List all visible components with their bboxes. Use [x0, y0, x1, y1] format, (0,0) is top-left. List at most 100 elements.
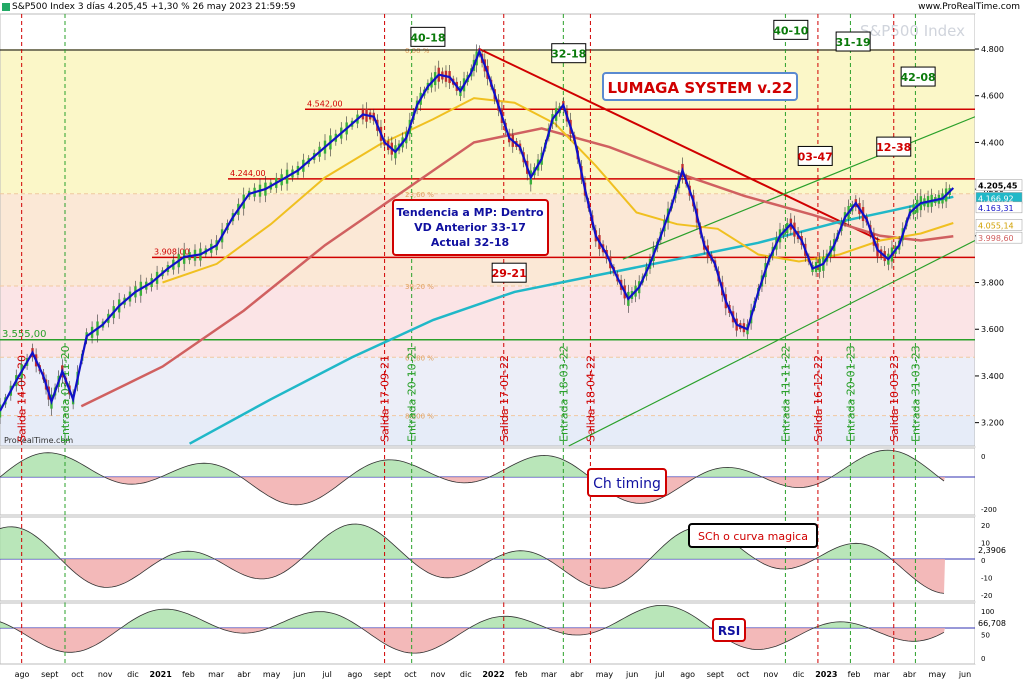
- subpanel-tick: -200: [981, 506, 997, 514]
- cycle-box-2: [773, 19, 809, 40]
- subpanel-tick: 10: [981, 540, 990, 548]
- chart-icon: [2, 2, 10, 11]
- cycle-box-7: [491, 262, 527, 283]
- trend-lines: [478, 48, 976, 447]
- x-tick-label: abr: [237, 670, 251, 679]
- x-tick-label: nov: [431, 670, 446, 679]
- ch-timing-label: Ch timing: [593, 476, 661, 492]
- marker-label-2: Salida 17-09-21: [379, 355, 392, 442]
- level-label-0: 4.542,00: [307, 99, 343, 108]
- ch-timing-box: [587, 468, 667, 497]
- x-tick-label: 2022: [482, 670, 504, 679]
- x-tick-label: dic: [793, 670, 805, 679]
- price-series: [0, 44, 955, 424]
- cycle-label-0: 40-18: [410, 31, 445, 44]
- ma-red-line: [80, 127, 954, 408]
- x-tick-label: jul: [321, 670, 332, 679]
- title-box: [602, 72, 798, 101]
- x-tick-label: abr: [570, 670, 584, 679]
- cycle-boxes: 40-18 32-18 40-10 31-19 42-08 03-47 12-38 29-21…: [392, 19, 936, 283]
- price-tag-4: 3.998,60: [978, 234, 1014, 243]
- subpanel-tick: -20: [981, 592, 992, 600]
- cycle-label-5: 03-47: [798, 150, 833, 163]
- subpanel-frame-2: [0, 602, 976, 665]
- x-tick-label: dic: [460, 670, 472, 679]
- x-tick-label: may: [263, 670, 281, 679]
- marker-label-7: Entrada 11-11-22: [779, 345, 792, 442]
- subpanel-neg-fill-2: [0, 628, 945, 654]
- subpanel-value-2: 66,708: [978, 619, 1006, 628]
- header-title: S&P500 Index 3 días 4.205,45 +1,30 % 26 …: [12, 2, 296, 12]
- fib-band-bottom: [0, 357, 975, 416]
- x-tick-label: oct: [404, 670, 416, 679]
- subpanel-line-2: [0, 605, 945, 654]
- cycle-label-2: 40-10: [773, 24, 809, 37]
- x-tick-label: feb: [515, 670, 528, 679]
- x-tick-label: ago: [680, 670, 695, 679]
- subpanel-tick: 0: [981, 557, 985, 565]
- level-label-3: 3.555,00: [2, 329, 47, 340]
- subpanel-line-0: [0, 449, 945, 506]
- x-tick-label: 2023: [815, 670, 837, 679]
- x-tick-label: ago: [347, 670, 362, 679]
- fib-label-2: 38,20 %: [405, 283, 434, 291]
- sch-box: [688, 523, 818, 548]
- x-tick-label: sept: [707, 670, 724, 679]
- tendencia-line-1: VD Anterior 33-17: [414, 221, 526, 234]
- price-tag-box-3: [975, 219, 1023, 231]
- marker-label-4: Salida 17-01-22: [498, 355, 511, 442]
- cycle-box-1: [551, 43, 587, 64]
- y-tick-label: 4.800: [981, 45, 1004, 54]
- subpanel-line-1: [0, 523, 945, 594]
- subpanel-tick: 50: [981, 632, 990, 640]
- x-tick-label: sept: [41, 670, 58, 679]
- fib-label-0: 0,00 %: [405, 47, 430, 55]
- price-tag-box-0: [975, 179, 1023, 191]
- cycle-label-7: 29-21: [492, 267, 527, 280]
- marker-label-6: Salida 18-04-22: [584, 355, 597, 442]
- x-tick-label: nov: [764, 670, 779, 679]
- brand-link[interactable]: www.ProRealTime.com: [918, 2, 1020, 12]
- channel-upper-line: [622, 116, 976, 260]
- y-tick-label: 3.600: [981, 325, 1004, 334]
- cycle-label-6: 12-38: [876, 141, 911, 154]
- x-tick-label: 2021: [150, 670, 173, 679]
- price-axis: 4.8004.6004.4004.2004.0003.8003.6003.400…: [975, 14, 1024, 446]
- price-tag-3: 4.055,14: [978, 221, 1014, 230]
- price-smooth-line: [0, 48, 955, 412]
- chart-header: S&P500 Index 3 días 4.205,45 +1,30 % 26 …: [2, 2, 295, 12]
- x-tick-label: jun: [292, 670, 305, 679]
- x-tick-label: sept: [374, 670, 391, 679]
- x-tick-label: mar: [208, 670, 225, 679]
- time-axis: ago sept oct nov dic 2021 feb mar abr may jun jul ag…: [0, 665, 1024, 683]
- cycle-box-4: [900, 66, 936, 87]
- price-tag-2: 4.163,31: [978, 204, 1014, 213]
- cycle-box-0: [410, 26, 446, 47]
- marker-label-5: Entrada 18-03-22: [557, 345, 570, 442]
- rsi-box: [712, 618, 746, 642]
- x-tick-label: dic: [127, 670, 139, 679]
- prorealtime-label: ProRealTime.com: [4, 436, 73, 445]
- subpanel-tick: 0: [981, 453, 985, 461]
- subpanel-tick: -10: [981, 575, 992, 583]
- subpanel-axis-0: [975, 448, 1024, 515]
- x-tick-label: jul: [654, 670, 665, 679]
- x-tick-label: jun: [625, 670, 638, 679]
- watermark-text: S&P500 Index: [860, 22, 965, 40]
- x-tick-label: may: [929, 670, 947, 679]
- cycle-label-3: 31-19: [836, 36, 871, 49]
- cycle-box-3: [835, 31, 871, 52]
- tendencia-line-2: Actual 32-18: [431, 236, 509, 249]
- x-axis-bg: [0, 665, 1024, 683]
- subpanel-value-1: 2,3906: [978, 546, 1006, 555]
- y-tick-label: 4.400: [981, 138, 1004, 147]
- x-tick-label: jun: [958, 670, 971, 679]
- y-tick-label: 3.800: [981, 279, 1004, 288]
- price-tag-box-2: [975, 201, 1023, 214]
- downtrend-line: [478, 48, 881, 242]
- level-label-2: 3.908,00: [154, 247, 190, 256]
- price-tag-1: 4.166,92: [978, 194, 1014, 203]
- x-tick-label: oct: [737, 670, 749, 679]
- x-tick-label: oct: [71, 670, 83, 679]
